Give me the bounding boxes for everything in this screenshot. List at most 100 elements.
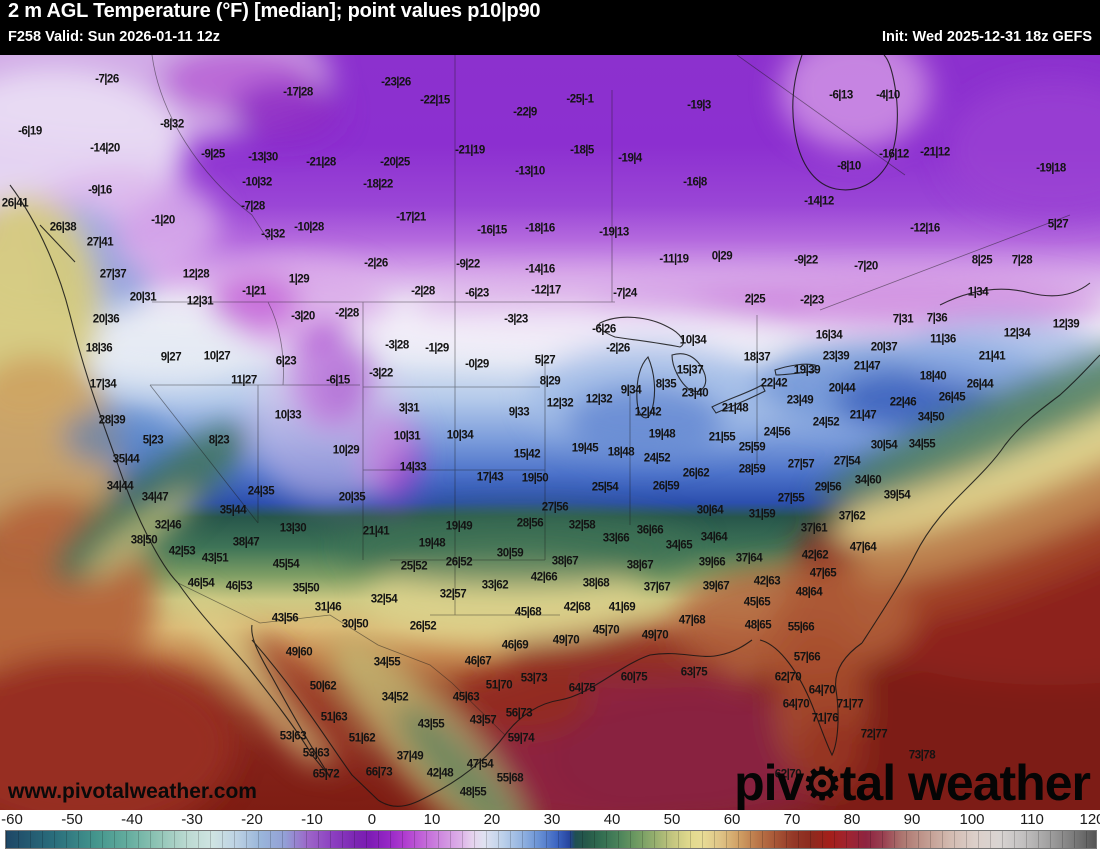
point-value: 57 | 66 — [793, 651, 821, 664]
point-value: -17 | 28 — [283, 86, 313, 99]
point-value: -9 | 22 — [456, 258, 480, 271]
point-value: 9 | 34 — [620, 384, 642, 397]
point-value: -3 | 23 — [504, 313, 528, 326]
point-value: 20 | 31 — [129, 291, 157, 304]
point-value: 22 | 42 — [760, 377, 788, 390]
point-value: 17 | 43 — [476, 471, 504, 484]
point-value: 30 | 64 — [696, 504, 724, 517]
point-value: 16 | 34 — [815, 329, 843, 342]
point-value: 26 | 59 — [652, 480, 680, 493]
point-value: 30 | 50 — [341, 618, 369, 631]
point-value: 12 | 31 — [186, 295, 214, 308]
point-value: 12 | 32 — [585, 393, 613, 406]
point-value: 9 | 27 — [160, 351, 182, 364]
point-value: 10 | 33 — [274, 409, 302, 422]
point-value: 18 | 37 — [743, 351, 771, 364]
point-value: 10 | 31 — [393, 430, 421, 443]
point-value: 34 | 64 — [700, 531, 728, 544]
point-value: 12 | 39 — [1052, 318, 1080, 331]
point-value: 45 | 54 — [272, 558, 300, 571]
map-canvas[interactable]: -7 | 26 -17 | 28 -6 | 19 -8 | 32 -14 | 20 -9 … — [0, 55, 1100, 810]
point-value: 22 | 46 — [889, 396, 917, 409]
point-value: 43 | 57 — [469, 714, 497, 727]
point-value: 39 | 54 — [883, 489, 911, 502]
point-value: 26 | 52 — [409, 620, 437, 633]
point-value: 8 | 29 — [539, 375, 561, 388]
point-value: 26 | 52 — [445, 556, 473, 569]
point-value: 39 | 67 — [702, 580, 730, 593]
page-title: 2 m AGL Temperature (°F) [median]; point… — [8, 0, 541, 22]
colorbar-tick-label: 100 — [959, 811, 985, 828]
point-value: 32 | 58 — [568, 519, 596, 532]
point-value: 18 | 48 — [607, 446, 635, 459]
point-value: 32 | 46 — [154, 519, 182, 532]
point-value: 71 | 77 — [836, 698, 864, 711]
point-value: -2 | 28 — [411, 285, 435, 298]
point-value: 65 | 72 — [312, 768, 340, 781]
point-value: -4 | 10 — [876, 89, 900, 102]
point-value: 27 | 54 — [833, 455, 861, 468]
point-value: 30 | 54 — [870, 439, 898, 452]
point-value: 30 | 59 — [496, 547, 524, 560]
point-value: -1 | 29 — [425, 342, 449, 355]
point-value: 45 | 70 — [592, 624, 620, 637]
point-value: -19 | 3 — [687, 99, 711, 112]
point-value: -9 | 25 — [201, 148, 225, 161]
point-value: 14 | 33 — [399, 461, 427, 474]
point-value: 45 | 63 — [452, 691, 480, 704]
point-value: -2 | 28 — [335, 307, 359, 320]
point-value: 33 | 62 — [481, 579, 509, 592]
point-value: 19 | 45 — [571, 442, 599, 455]
point-value: 50 | 62 — [309, 680, 337, 693]
point-value: 19 | 48 — [648, 428, 676, 441]
point-value: 41 | 69 — [608, 601, 636, 614]
point-value: 28 | 59 — [738, 463, 766, 476]
point-value: -6 | 13 — [829, 89, 853, 102]
colorbar-tick-label: 80 — [843, 811, 861, 828]
colorbar-tick-label: 120 — [1079, 811, 1100, 828]
point-value: 34 | 50 — [917, 411, 945, 424]
point-value: 27 | 37 — [99, 268, 127, 281]
point-value: -9 | 16 — [88, 184, 112, 197]
point-value: -8 | 10 — [837, 160, 861, 173]
point-labels: -7 | 26 -17 | 28 -6 | 19 -8 | 32 -14 | 20 -9 … — [0, 55, 1100, 810]
colorbar-tick-label: -40 — [121, 811, 143, 828]
brand-text-pre: piv — [734, 755, 804, 810]
point-value: 35 | 50 — [292, 582, 320, 595]
point-value: 47 | 64 — [849, 541, 877, 554]
point-value: 39 | 66 — [698, 556, 726, 569]
point-value: 63 | 75 — [680, 666, 708, 679]
point-value: 12 | 34 — [1003, 327, 1031, 340]
point-value: 34 | 52 — [381, 691, 409, 704]
point-value: 26 | 62 — [682, 467, 710, 480]
point-value: 49 | 70 — [552, 634, 580, 647]
point-value: 7 | 28 — [1011, 254, 1033, 267]
point-value: 45 | 68 — [514, 606, 542, 619]
point-value: -2 | 26 — [606, 342, 630, 355]
point-value: 20 | 37 — [870, 341, 898, 354]
point-value: -12 | 17 — [531, 284, 561, 297]
point-value: 33 | 66 — [602, 532, 630, 545]
point-value: 35 | 44 — [219, 504, 247, 517]
point-value: 56 | 73 — [505, 707, 533, 720]
colorbar-tick-label: -20 — [241, 811, 263, 828]
temperature-blobs — [0, 55, 1100, 810]
point-value: 31 | 46 — [314, 601, 342, 614]
point-value: 11 | 36 — [930, 333, 956, 346]
brand-text-post: tal weather — [839, 755, 1091, 810]
point-value: 34 | 55 — [908, 438, 936, 451]
state-borders — [149, 55, 1071, 736]
point-value: -7 | 26 — [95, 73, 119, 86]
colorbar-gradient — [5, 830, 1097, 849]
point-value: 34 | 44 — [106, 480, 134, 493]
point-value: 46 | 69 — [501, 639, 529, 652]
point-value: -23 | 26 — [381, 76, 411, 89]
point-value: -13 | 30 — [248, 151, 278, 164]
point-value: 15 | 42 — [513, 448, 541, 461]
point-value: -10 | 28 — [294, 221, 324, 234]
point-value: -2 | 26 — [364, 257, 388, 270]
point-value: 53 | 63 — [279, 730, 307, 743]
point-value: 42 | 62 — [801, 549, 829, 562]
point-value: -22 | 15 — [420, 94, 450, 107]
point-value: 72 | 77 — [860, 728, 888, 741]
